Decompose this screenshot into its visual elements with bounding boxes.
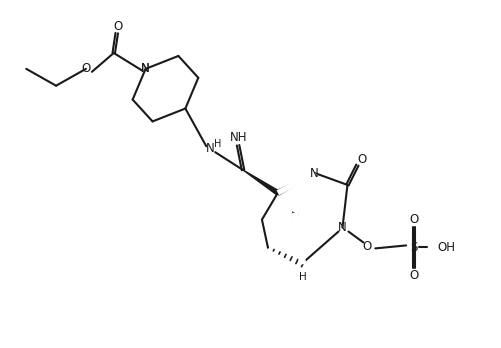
Text: O: O [113,20,122,33]
Text: N: N [141,62,150,76]
Text: N: N [205,142,214,155]
Polygon shape [242,170,279,195]
Text: O: O [409,213,418,226]
Text: H: H [214,139,221,149]
Text: N: N [338,221,346,234]
Text: O: O [409,269,418,282]
Text: O: O [357,153,366,166]
Text: OH: OH [436,241,454,254]
Text: NH: NH [230,131,247,144]
Polygon shape [292,173,314,214]
Text: O: O [81,62,90,76]
Text: N: N [141,62,150,76]
Text: H: H [298,272,306,282]
Polygon shape [276,173,314,195]
Text: O: O [362,240,371,253]
Polygon shape [292,212,302,264]
Text: N: N [310,166,318,180]
Text: S: S [410,241,417,254]
